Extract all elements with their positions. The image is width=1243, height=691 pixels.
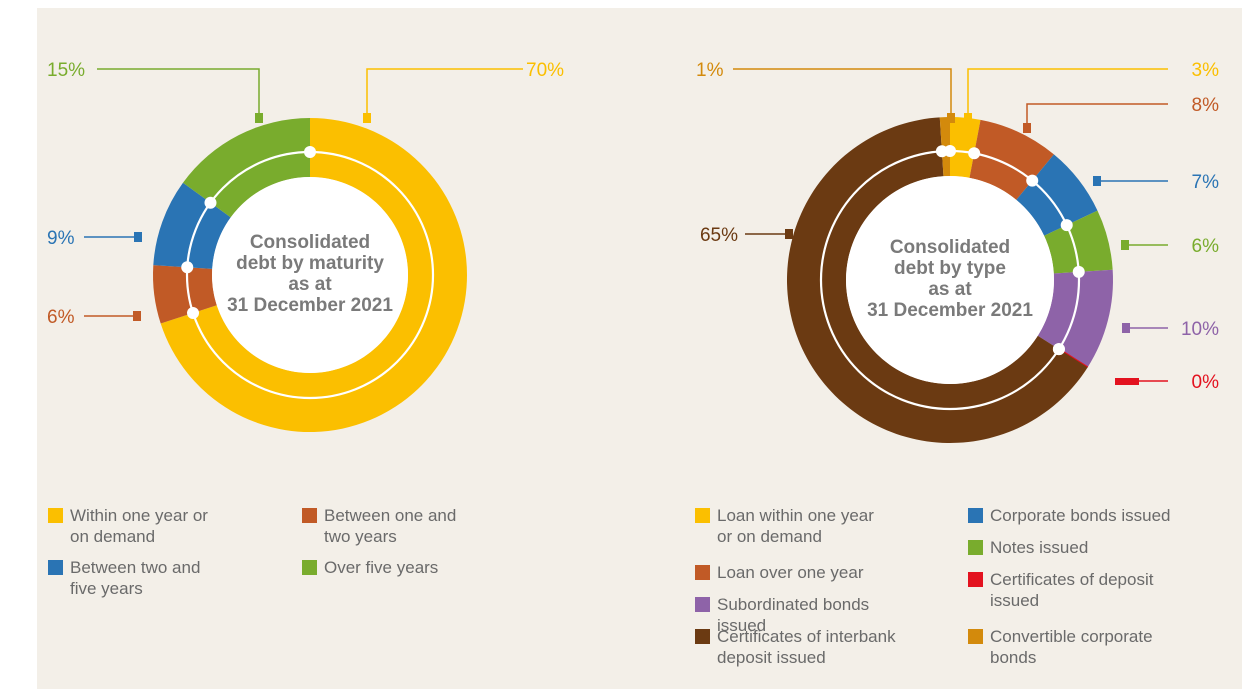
type-legend-swatch-corporate_bonds (968, 508, 983, 523)
chart2-boundary-dot (935, 145, 948, 158)
chart2-data-label-corporate_bonds: 7% (1192, 172, 1220, 193)
type-legend-swatch-cert_deposit (968, 572, 983, 587)
chart2-data-label-loan_over: 8% (1192, 95, 1220, 116)
maturity-legend-swatch-between1and2 (302, 508, 317, 523)
chart2-slice-corporate_bonds (1016, 154, 1098, 236)
chart1-callout-tick-within1 (363, 113, 371, 123)
chart2-slice-subordinated (1037, 269, 1113, 368)
type-legend-label-loan_within: Loan within one year or on demand (717, 506, 874, 546)
chart2-callout-tick-cert_deposit (1115, 378, 1139, 385)
chart2-boundary-dot (1060, 219, 1073, 232)
type-legend-swatch-notes (968, 540, 983, 555)
type-legend-label-convertible: Convertible corporate bonds (990, 627, 1153, 667)
chart2-callout-tick-subordinated (1122, 323, 1130, 333)
chart2-center-disc (846, 176, 1054, 384)
chart1-boundary-dot (304, 146, 316, 158)
type-legend-label-notes: Notes issued (990, 538, 1089, 557)
type-legend-swatch-loan_within (695, 508, 710, 523)
chart2-callout-tick-loan_over (1023, 123, 1031, 133)
chart2-data-label-cert_deposit: 0% (1192, 372, 1220, 393)
maturity-legend-swatch-between2and5 (48, 560, 63, 575)
chart2-slice-notes (1044, 210, 1113, 274)
chart2-callout-tick-loan_within (964, 113, 972, 123)
chart2-title-line: Consolidated (890, 237, 1010, 258)
chart1-slice-within1 (160, 118, 468, 433)
chart1-data-label-over5: 15% (47, 60, 85, 81)
chart2-slice-loan_within (950, 117, 981, 178)
maturity-legend-swatch-over5 (302, 560, 317, 575)
chart1-data-label-within1: 70% (526, 60, 564, 81)
chart1-center-disc (212, 177, 408, 373)
maturity-legend-swatch-within1 (48, 508, 63, 523)
chart2-callout-line-convertible (733, 68, 952, 118)
chart1-data-label-between2and5: 9% (47, 228, 75, 249)
maturity-legend-label-between1and2: Between one and two years (324, 506, 457, 546)
chart2-data-label-loan_within: 3% (1192, 60, 1220, 81)
type-legend-label-cert_interbank: Certificates of interbank deposit issued (717, 627, 896, 667)
chart2-slice-cert_interbank (786, 117, 1088, 443)
chart2-title-line: as at (928, 279, 972, 300)
chart1-title-line: 31 December 2021 (227, 295, 393, 316)
chart2-callout-line-loan_over (1026, 103, 1168, 128)
chart2-data-label-cert_interbank: 65% (700, 225, 738, 246)
chart2-boundary-dot (1026, 174, 1039, 187)
type-legend-label-cert_deposit: Certificates of deposit issued (990, 570, 1154, 610)
maturity-legend-label-over5: Over five years (324, 558, 439, 577)
chart1-callout-line-within1 (366, 68, 523, 118)
chart2-title-line: debt by type (894, 258, 1006, 279)
chart1-callout-line-over5 (97, 68, 260, 118)
chart2-callout-tick-corporate_bonds (1093, 176, 1101, 186)
chart2-boundary-dot (1072, 265, 1085, 278)
type-legend-swatch-cert_interbank (695, 629, 710, 644)
chart1-slice-between1and2 (152, 265, 217, 324)
chart1-callout-tick-between1and2 (133, 311, 141, 321)
type-legend-swatch-convertible (968, 629, 983, 644)
chart1-slice-over5 (182, 118, 310, 218)
chart1-title-line: Consolidated (250, 232, 370, 253)
chart2-callout-tick-cert_interbank (785, 229, 793, 239)
chart2-callout-tick-convertible (947, 113, 955, 123)
chart2-boundary-dot (968, 147, 981, 160)
maturity-legend-label-between2and5: Between two and five years (70, 558, 201, 598)
type-legend-label-subordinated: Subordinated bonds issued (717, 595, 870, 635)
chart2-data-label-convertible: 1% (696, 60, 724, 81)
chart2-callout-tick-notes (1121, 240, 1129, 250)
type-legend-swatch-loan_over (695, 565, 710, 580)
chart2-data-label-notes: 6% (1192, 236, 1220, 257)
type-legend-swatch-subordinated (695, 597, 710, 612)
chart1-title-line: as at (288, 274, 332, 295)
chart2-callout-line-loan_within (967, 68, 1168, 118)
chart1-boundary-dot (181, 261, 194, 274)
maturity-legend-label-within1: Within one year or on demand (70, 506, 208, 546)
chart1-data-label-between1and2: 6% (47, 307, 75, 328)
chart2-title-line: 31 December 2021 (867, 300, 1033, 321)
chart1-callout-tick-between2and5 (134, 232, 142, 242)
chart1-title-line: debt by maturity (236, 253, 384, 274)
type-legend-label-loan_over: Loan over one year (717, 563, 864, 582)
chart1-callout-tick-over5 (255, 113, 263, 123)
chart2-data-label-subordinated: 10% (1181, 319, 1219, 340)
type-legend-label-corporate_bonds: Corporate bonds issued (990, 506, 1171, 525)
chart2-boundary-dot (1052, 343, 1065, 356)
chart1-boundary-dot (187, 307, 200, 320)
chart1-boundary-dot (204, 196, 217, 209)
